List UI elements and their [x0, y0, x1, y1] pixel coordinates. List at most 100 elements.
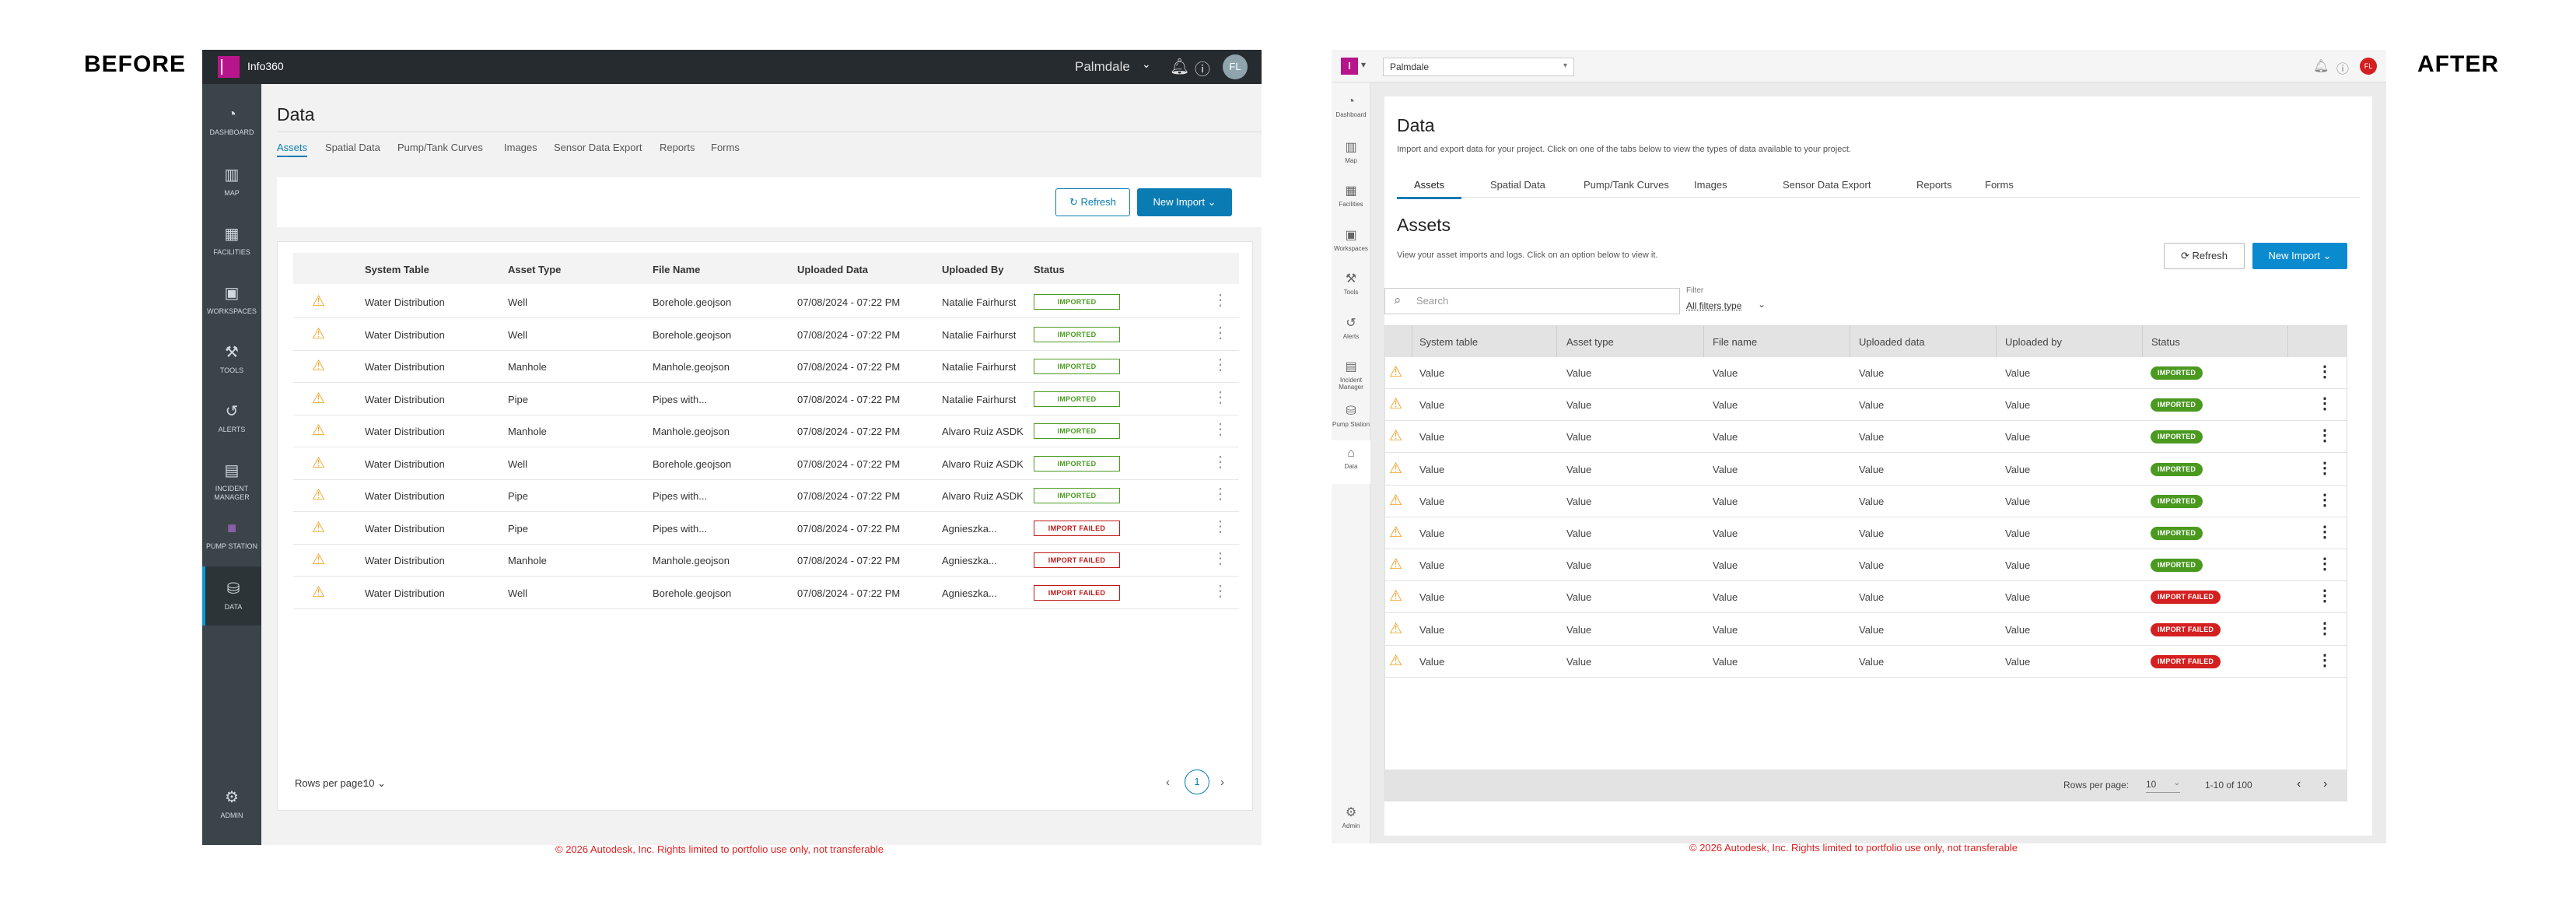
sidebar-item-dashboard[interactable]: ◔ DASHBOARD: [202, 93, 261, 153]
tab-sensor-data-export[interactable]: Sensor Data Export: [554, 142, 642, 153]
new-import-button[interactable]: New Import ⌄: [1137, 188, 1232, 216]
sidebar-item-map[interactable]: ▥ MAP: [202, 153, 261, 212]
tab-images[interactable]: Images: [1694, 179, 1727, 191]
sidebar-item-pump-station[interactable]: ■ PUMP STATION: [202, 507, 261, 566]
next-page-button[interactable]: ›: [2323, 777, 2328, 791]
org-selector[interactable]: Palmdale: [1075, 59, 1130, 74]
sidebar-item-admin[interactable]: ⚙ ADMIN: [202, 775, 261, 834]
tab-images[interactable]: Images: [504, 142, 537, 153]
more-vertical-icon[interactable]: ⋮: [1213, 517, 1228, 535]
table-row[interactable]: ⚠ Value Value Value Value Value IMPORT FAILED ⋮: [1385, 614, 2347, 646]
table-row[interactable]: ⚠ Value Value Value Value Value IMPORTED ⋮: [1385, 549, 2347, 582]
refresh-button[interactable]: ↻ Refresh: [1055, 188, 1130, 216]
table-row[interactable]: ⚠ Water Distribution Pipe Pipes with... 07/0…: [293, 512, 1239, 545]
sidebar-item-workspaces[interactable]: ▣ Workspaces: [1332, 221, 1370, 265]
sidebar-item-tools[interactable]: ⚒ Tools: [1332, 265, 1370, 308]
tab-spatial-data[interactable]: Spatial Data: [325, 142, 380, 153]
more-vertical-icon[interactable]: ⋮: [1213, 550, 1228, 567]
sidebar-item-admin[interactable]: ⚙ Admin: [1332, 798, 1370, 842]
sidebar-item-incident-manager[interactable]: ▤ Incident Manager: [1332, 352, 1370, 396]
chevron-down-icon[interactable]: ▾: [1361, 59, 1367, 70]
sidebar-item-incident-manager[interactable]: ▤ INCIDENT MANAGER: [202, 448, 261, 507]
sidebar-item-map[interactable]: ▥ Map: [1332, 133, 1370, 177]
more-vertical-icon[interactable]: ⋮: [2317, 395, 2333, 413]
sidebar-item-tools[interactable]: ⚒ TOOLS: [202, 330, 261, 389]
tab-pump-tank-curves[interactable]: Pump/Tank Curves: [397, 142, 483, 153]
sidebar-item-dashboard[interactable]: ◔ Dashboard: [1332, 89, 1370, 132]
sidebar-item-facilities[interactable]: ▦ FACILITIES: [202, 212, 261, 271]
more-vertical-icon[interactable]: ⋮: [1213, 453, 1228, 471]
bell-icon[interactable]: 🔔︎: [2313, 60, 2329, 73]
tab-reports[interactable]: Reports: [1916, 179, 1952, 191]
chevron-down-icon[interactable]: ⌄: [1758, 299, 1766, 310]
table-row[interactable]: ⚠ Water Distribution Manhole Manhole.geojso…: [293, 415, 1239, 447]
sidebar-item-alerts[interactable]: ↺ Alerts: [1332, 309, 1370, 352]
more-vertical-icon[interactable]: ⋮: [2317, 491, 2333, 509]
table-row[interactable]: ⚠ Value Value Value Value Value IMPORTED ⋮: [1385, 486, 2347, 517]
more-vertical-icon[interactable]: ⋮: [1213, 356, 1228, 373]
more-vertical-icon[interactable]: ⋮: [2317, 556, 2333, 573]
more-vertical-icon[interactable]: ⋮: [2317, 524, 2333, 541]
more-vertical-icon[interactable]: ⋮: [1213, 486, 1228, 503]
tab-reports[interactable]: Reports: [660, 142, 695, 153]
table-row[interactable]: ⚠ Water Distribution Manhole Manhole.geojso…: [293, 544, 1239, 577]
more-vertical-icon[interactable]: ⋮: [2317, 651, 2333, 669]
avatar[interactable]: FL: [2360, 58, 2377, 75]
more-vertical-icon[interactable]: ⋮: [1213, 582, 1228, 600]
current-page-button[interactable]: 1: [1185, 770, 1209, 794]
app-logo[interactable]: I: [1341, 58, 1358, 75]
refresh-button[interactable]: ⟳ Refresh: [2164, 243, 2245, 269]
more-vertical-icon[interactable]: ⋮: [2317, 363, 2333, 380]
table-row[interactable]: ⚠ Water Distribution Well Borehole.geojson 0…: [293, 318, 1239, 351]
chevron-down-icon[interactable]: ⌄: [1142, 58, 1151, 70]
table-row[interactable]: ⚠ Water Distribution Well Borehole.geojson 0…: [293, 447, 1239, 480]
sidebar-item-data[interactable]: ⌂ Data: [1332, 440, 1370, 484]
rows-per-page-select[interactable]: 10 ⌄: [363, 777, 386, 790]
prev-page-button[interactable]: ‹: [1166, 776, 1170, 789]
avatar[interactable]: FL: [1223, 54, 1248, 79]
next-page-button[interactable]: ›: [1220, 776, 1224, 789]
sidebar-item-pump-station[interactable]: ⛁ Pump Station: [1332, 397, 1370, 440]
table-row[interactable]: ⚠ Value Value Value Value Value IMPORTED ⋮: [1385, 357, 2347, 389]
more-vertical-icon[interactable]: ⋮: [2317, 587, 2333, 605]
tab-forms[interactable]: Forms: [711, 142, 740, 153]
more-vertical-icon[interactable]: ⋮: [1213, 292, 1228, 309]
sidebar-item-facilities[interactable]: ▦ Facilities: [1332, 177, 1370, 220]
table-row[interactable]: ⚠ Water Distribution Well Borehole.geojson 0…: [293, 577, 1239, 609]
prev-page-button[interactable]: ‹: [2297, 777, 2301, 791]
tab-forms[interactable]: Forms: [1985, 179, 2014, 191]
table-row[interactable]: ⚠ Water Distribution Pipe Pipes with... 07/0…: [293, 383, 1239, 415]
filter-dropdown[interactable]: All filters type: [1686, 300, 1742, 311]
table-row[interactable]: ⚠ Water Distribution Manhole Manhole.geojso…: [293, 350, 1239, 383]
table-row[interactable]: ⚠ Water Distribution Pipe Pipes with... 07/0…: [293, 479, 1239, 512]
tab-pump-tank-curves[interactable]: Pump/Tank Curves: [1584, 179, 1669, 191]
table-row[interactable]: ⚠ Value Value Value Value Value IMPORTED ⋮: [1385, 389, 2347, 422]
more-vertical-icon[interactable]: ⋮: [2317, 427, 2333, 445]
help-icon[interactable]: ⓘ: [2336, 63, 2350, 76]
search-input[interactable]: Search: [1384, 288, 1680, 314]
sidebar-item-alerts[interactable]: ↺ ALERTS: [202, 389, 261, 448]
project-selector[interactable]: Palmdale ▾: [1383, 58, 1574, 76]
sidebar-item-workspaces[interactable]: ▣ WORKSPACES: [202, 271, 261, 330]
rows-per-page-select[interactable]: 10 ⌄: [2146, 777, 2180, 793]
more-vertical-icon[interactable]: ⋮: [1213, 388, 1228, 406]
app-logo[interactable]: [218, 56, 240, 78]
help-icon[interactable]: ⓘ: [1195, 61, 1210, 79]
table-row[interactable]: ⚠ Value Value Value Value Value IMPORT FAILED ⋮: [1385, 581, 2347, 614]
tab-assets[interactable]: Assets: [277, 142, 308, 157]
tab-sensor-data-export[interactable]: Sensor Data Export: [1783, 179, 1871, 191]
table-row[interactable]: ⚠ Value Value Value Value Value IMPORTED ⋮: [1385, 454, 2347, 486]
table-row[interactable]: ⚠ Value Value Value Value Value IMPORTED ⋮: [1385, 517, 2347, 549]
sidebar-item-data[interactable]: ⛁ DATA: [202, 566, 261, 626]
table-row[interactable]: ⚠ Value Value Value Value Value IMPORTED ⋮: [1385, 421, 2347, 454]
new-import-button[interactable]: New Import ⌄: [2252, 243, 2347, 269]
table-row[interactable]: ⚠ Water Distribution Well Borehole.geojson 0…: [293, 286, 1239, 318]
more-vertical-icon[interactable]: ⋮: [2317, 619, 2333, 637]
table-row[interactable]: ⚠ Value Value Value Value Value IMPORT FAILED ⋮: [1385, 646, 2347, 678]
more-vertical-icon[interactable]: ⋮: [2317, 459, 2333, 477]
more-vertical-icon[interactable]: ⋮: [1213, 421, 1228, 438]
tab-spatial-data[interactable]: Spatial Data: [1490, 179, 1545, 191]
tab-assets[interactable]: Assets: [1397, 179, 1462, 199]
bell-icon[interactable]: 🔔︎: [1170, 58, 1190, 75]
more-vertical-icon[interactable]: ⋮: [1213, 324, 1228, 342]
